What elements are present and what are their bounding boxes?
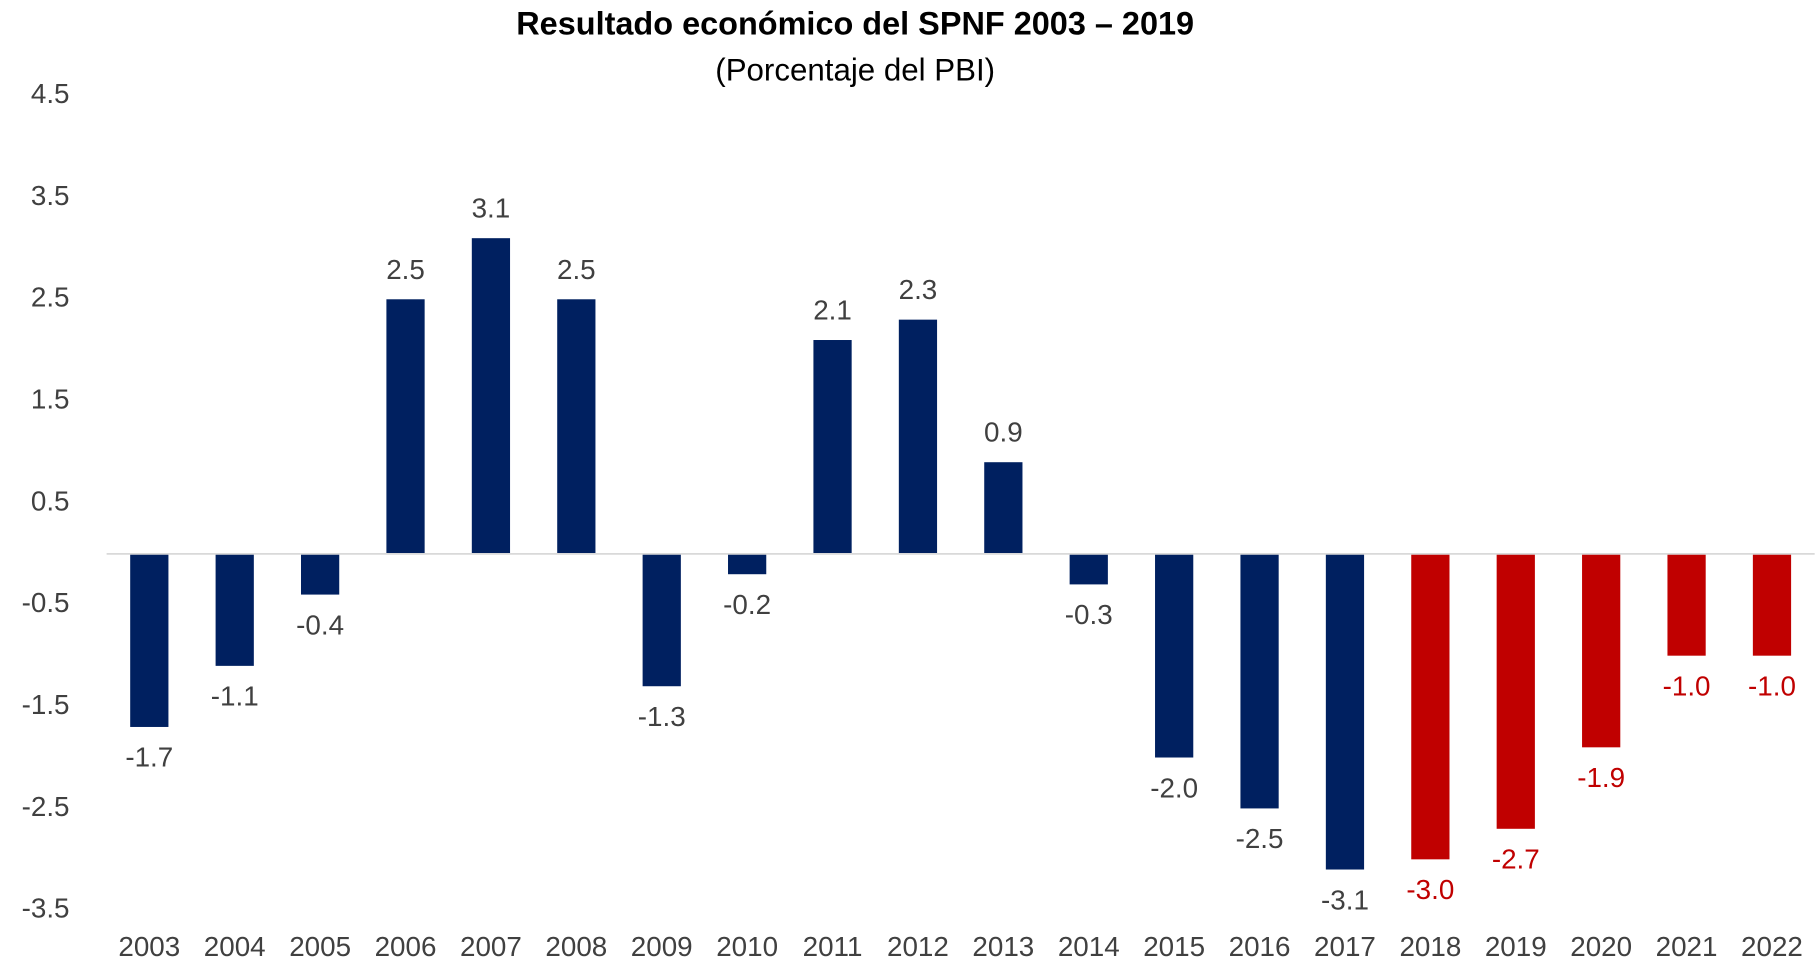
x-tick-label: 2019 (1485, 931, 1547, 962)
x-tick-label: 2009 (631, 931, 693, 962)
y-tick-label: 2.5 (31, 282, 70, 313)
data-label: -0.2 (723, 589, 771, 620)
bar (130, 553, 169, 727)
x-tick-label: 2022 (1741, 931, 1803, 962)
y-tick-label: 4.5 (31, 78, 70, 109)
data-label: -2.7 (1492, 844, 1540, 875)
bar (471, 238, 511, 554)
data-label: -1.1 (211, 681, 259, 712)
x-tick-label: 2004 (204, 931, 266, 962)
bar (1667, 553, 1706, 656)
x-tick-label: 2021 (1656, 931, 1718, 962)
x-tick-label: 2005 (289, 931, 351, 962)
data-label: -0.3 (1065, 599, 1113, 630)
x-tick-label: 2010 (716, 931, 778, 962)
data-label: 0.9 (984, 417, 1023, 448)
x-tick-label: 2017 (1314, 931, 1376, 962)
x-tick-label: 2012 (887, 931, 949, 962)
data-label: -1.9 (1577, 762, 1625, 793)
data-label: 2.3 (899, 274, 938, 305)
bar (813, 340, 852, 554)
data-label: 2.1 (813, 295, 852, 326)
data-label: -1.3 (638, 701, 686, 732)
bar (300, 553, 340, 595)
data-label: -2.0 (1150, 772, 1198, 803)
bar (642, 553, 681, 687)
bar (1069, 553, 1108, 585)
data-label: -1.0 (1663, 670, 1711, 701)
data-label: 2.5 (557, 254, 596, 285)
y-tick-label: -2.5 (22, 791, 70, 822)
y-tick-label: 1.5 (31, 383, 70, 414)
y-tick-label: 0.5 (31, 485, 70, 516)
bar (1752, 553, 1792, 656)
data-label: 3.1 (472, 193, 511, 224)
x-tick-label: 2008 (545, 931, 607, 962)
chart-subtitle: (Porcentaje del PBI) (715, 53, 995, 88)
bar (386, 299, 425, 554)
data-label: -1.7 (125, 742, 173, 773)
x-tick-label: 2006 (375, 931, 437, 962)
x-tick-label: 2014 (1058, 931, 1120, 962)
x-tick-label: 2016 (1229, 931, 1291, 962)
x-tick-label: 2015 (1143, 931, 1205, 962)
bar (898, 319, 938, 554)
y-tick-label: 3.5 (31, 180, 70, 211)
y-tick-label: -1.5 (22, 689, 70, 720)
data-label: -0.4 (296, 609, 344, 640)
bar (1582, 553, 1621, 748)
bar (1325, 553, 1365, 870)
x-tick-label: 2018 (1399, 931, 1461, 962)
x-tick-label: 2020 (1570, 931, 1632, 962)
data-label: -3.0 (1406, 874, 1454, 905)
bar (984, 462, 1023, 554)
data-label: -2.5 (1236, 823, 1284, 854)
y-tick-label: -0.5 (22, 587, 70, 618)
x-tick-label: 2007 (460, 931, 522, 962)
bar (1411, 553, 1450, 860)
data-label: -1.0 (1748, 670, 1796, 701)
data-label: 2.5 (386, 254, 425, 285)
chart-title: Resultado económico del SPNF 2003 – 2019 (516, 6, 1194, 42)
x-tick-label: 2011 (803, 931, 863, 962)
bar (215, 553, 254, 666)
data-label: -3.1 (1321, 884, 1369, 915)
bar (557, 299, 596, 554)
bar (1155, 553, 1194, 758)
y-tick-label: -3.5 (22, 893, 70, 924)
bar (1496, 553, 1535, 829)
bar (728, 553, 767, 575)
bar (1240, 553, 1279, 809)
x-tick-label: 2013 (972, 931, 1034, 962)
x-tick-label: 2003 (118, 931, 180, 962)
